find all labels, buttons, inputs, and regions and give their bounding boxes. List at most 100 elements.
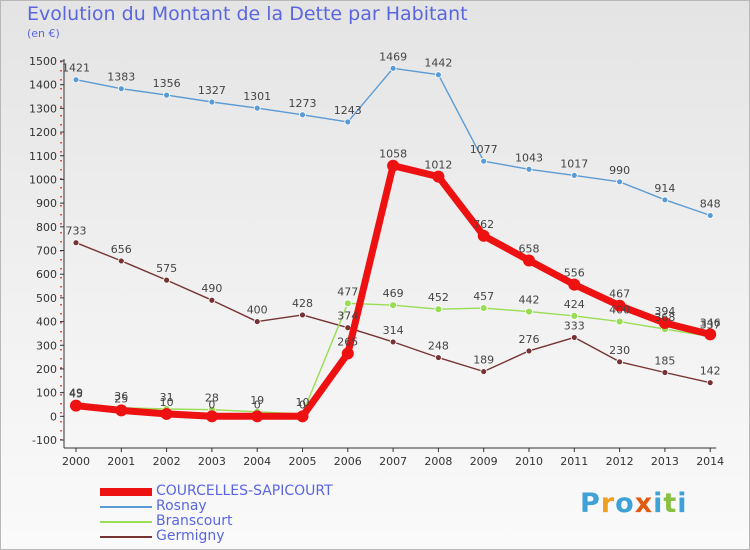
- data-point: [344, 118, 352, 126]
- y-tick-label: 500: [36, 292, 57, 305]
- x-tick-label: 2012: [606, 455, 634, 468]
- chart-axes: -100010020030040050060070080090010001100…: [29, 55, 724, 468]
- data-point: [72, 239, 80, 247]
- data-point: [251, 410, 264, 423]
- y-tick-label: 1200: [29, 126, 57, 139]
- data-point: [117, 85, 125, 93]
- chart-title: Evolution du Montant de la Dette par Hab…: [27, 3, 468, 25]
- data-label: 276: [519, 333, 540, 346]
- data-point: [341, 347, 354, 360]
- data-label: 185: [654, 354, 675, 367]
- logo-letter: i: [677, 488, 688, 519]
- x-tick-label: 2005: [289, 455, 317, 468]
- logo-letter: t: [663, 488, 678, 519]
- series-courcelles-sapicourt: [70, 159, 717, 423]
- data-point: [616, 178, 623, 186]
- data-point: [163, 276, 171, 284]
- data-point: [253, 104, 261, 112]
- x-tick-label: 2010: [515, 455, 543, 468]
- data-label: 374: [337, 310, 358, 323]
- data-label: 1058: [379, 148, 407, 161]
- legend-label: COURCELLES-SAPICOURT: [156, 483, 333, 499]
- data-label: 36: [114, 390, 128, 403]
- data-label: 1327: [198, 84, 226, 97]
- data-point: [570, 334, 578, 341]
- data-point: [299, 111, 306, 119]
- data-point: [480, 368, 488, 375]
- data-point: [387, 159, 400, 172]
- legend-swatch: [100, 488, 152, 496]
- data-point: [389, 301, 398, 310]
- data-point: [434, 71, 442, 79]
- logo-letter: r: [600, 488, 616, 519]
- data-label: 914: [654, 182, 675, 195]
- data-point: [480, 157, 488, 165]
- y-tick-label: 1100: [29, 150, 57, 163]
- data-point: [523, 254, 535, 267]
- y-tick-label: 1000: [29, 173, 57, 186]
- data-label: 1043: [515, 151, 543, 164]
- x-tick-label: 2009: [470, 455, 498, 468]
- data-label: 333: [564, 319, 585, 332]
- data-point: [343, 299, 352, 308]
- data-point: [434, 305, 443, 314]
- legend-swatch: [100, 506, 152, 508]
- logo-letter: i: [653, 488, 664, 519]
- data-label: 1301: [243, 90, 271, 103]
- x-tick-label: 2000: [62, 455, 90, 468]
- x-tick-label: 2006: [334, 455, 362, 468]
- x-tick-label: 2011: [560, 455, 588, 468]
- data-label: 1356: [153, 77, 181, 90]
- data-point: [568, 278, 581, 291]
- data-point: [160, 407, 173, 420]
- data-point: [208, 296, 216, 304]
- data-label: 10: [296, 396, 310, 409]
- series-germigny: [72, 239, 714, 387]
- data-label: 230: [609, 344, 630, 357]
- y-tick-label: 400: [36, 316, 57, 329]
- y-tick-label: 900: [36, 197, 57, 210]
- data-label: 45: [69, 388, 83, 401]
- x-tick-label: 2008: [424, 455, 452, 468]
- data-label: 556: [564, 267, 585, 280]
- data-label: 1469: [379, 50, 407, 63]
- data-label: 1017: [560, 157, 588, 170]
- data-label: 656: [111, 243, 132, 256]
- data-point: [658, 316, 671, 329]
- data-label: 314: [383, 324, 404, 337]
- logo-letter: o: [615, 488, 635, 519]
- data-label: 25: [114, 392, 128, 405]
- data-point: [115, 404, 128, 417]
- chart-unit-label: (en €): [27, 27, 60, 40]
- y-tick-label: 300: [36, 339, 57, 352]
- data-label: 1421: [62, 62, 90, 75]
- data-point: [70, 399, 82, 412]
- x-tick-label: 2002: [153, 455, 181, 468]
- data-point: [344, 324, 352, 332]
- data-label: 337: [700, 318, 721, 331]
- data-label: 142: [700, 365, 721, 378]
- data-point: [570, 311, 579, 320]
- data-point: [616, 358, 623, 366]
- data-label: 452: [428, 291, 449, 304]
- data-label: 848: [700, 197, 721, 210]
- data-point: [432, 170, 445, 183]
- series-line: [75, 67, 711, 217]
- data-point: [661, 369, 669, 376]
- data-point: [296, 410, 309, 423]
- data-point: [661, 196, 669, 204]
- data-label: 469: [383, 287, 404, 300]
- legend-label: Branscourt: [156, 513, 233, 529]
- data-point: [615, 317, 624, 326]
- data-label: 424: [564, 298, 585, 311]
- data-label: 19: [250, 394, 264, 407]
- data-label: 265: [337, 336, 358, 349]
- data-point: [208, 98, 216, 106]
- data-label: 1383: [107, 71, 135, 84]
- y-tick-label: 100: [36, 387, 57, 400]
- data-label: 442: [519, 294, 540, 307]
- y-tick-label: 1500: [29, 55, 57, 68]
- data-point: [706, 379, 714, 387]
